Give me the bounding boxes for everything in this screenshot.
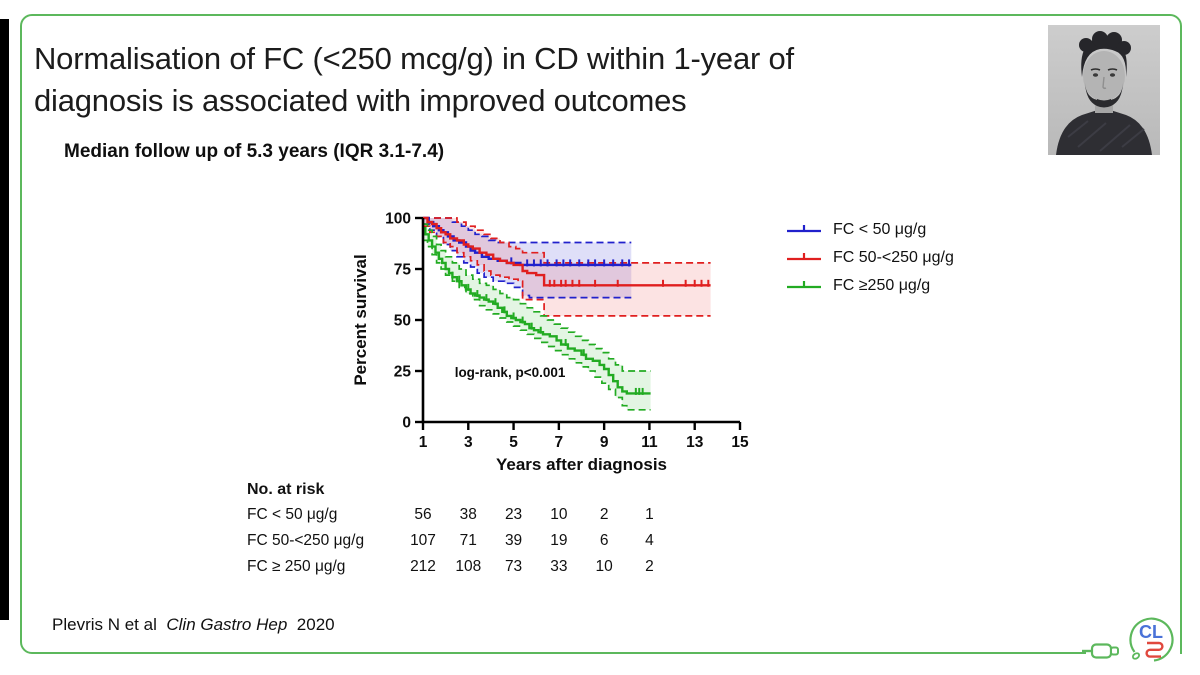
logo-text: CL <box>1139 622 1163 642</box>
risk-table-header: No. at risk <box>247 481 325 498</box>
slide-border <box>20 14 1182 654</box>
risk-value: 2 <box>599 506 609 523</box>
photo-face <box>1083 51 1125 101</box>
slide-subtitle: Median follow up of 5.3 years (IQR 3.1-7… <box>64 141 445 162</box>
left-edge-bar <box>0 19 9 620</box>
legend-item: FC < 50 μg/g <box>786 216 954 244</box>
y-tick-label: 75 <box>394 262 412 279</box>
x-tick-label: 13 <box>686 434 704 451</box>
ci-line <box>423 217 632 244</box>
risk-value: 10 <box>550 506 568 523</box>
risk-value: 38 <box>459 506 477 523</box>
risk-value: 71 <box>459 532 477 549</box>
page-title-line2: diagnosis is associated with improved ou… <box>34 83 687 118</box>
citation-journal: Clin Gastro Hep <box>166 615 288 634</box>
x-tick-label: 1 <box>419 434 428 451</box>
org-logo: CL <box>1129 617 1174 662</box>
ci-line <box>423 223 632 299</box>
page-title: Normalisation of FC (<250 mcg/g) in CD w… <box>34 38 794 122</box>
legend-symbol <box>787 281 821 289</box>
photo-beard <box>1085 83 1123 108</box>
chart-legend: FC < 50 μg/g FC 50-<250 μg/g FC ≥250 μg/g <box>786 216 954 300</box>
risk-value: 212 <box>410 558 436 575</box>
ci-band <box>423 218 632 298</box>
y-tick-label: 0 <box>402 415 411 432</box>
citation: Plevris N et al Clin Gastro Hep 2020 <box>52 615 335 635</box>
legend-item: FC 50-<250 μg/g <box>786 244 954 272</box>
x-tick-label: 9 <box>600 434 609 451</box>
risk-value: 4 <box>645 532 654 549</box>
risk-value: 23 <box>504 506 523 523</box>
presenter-photo <box>1048 25 1160 155</box>
y-tick-label: 100 <box>385 211 411 228</box>
risk-value: 33 <box>550 558 568 575</box>
risk-value: 19 <box>550 532 568 549</box>
ci-band <box>423 218 711 316</box>
ci-line <box>423 223 651 372</box>
legend-label: FC ≥250 μg/g <box>833 277 931 294</box>
logo-colon-icon <box>1145 641 1164 658</box>
legend-symbol <box>787 253 821 261</box>
page-title-line1: Normalisation of FC (<250 mcg/g) in CD w… <box>34 41 794 76</box>
legend-symbol <box>787 225 821 233</box>
legend-label: FC < 50 μg/g <box>833 221 927 238</box>
risk-value: 107 <box>410 532 436 549</box>
x-tick-label: 11 <box>641 434 658 451</box>
risk-row-label: FC 50-<250 μg/g <box>247 532 365 549</box>
risk-row-label: FC ≥ 250 μg/g <box>247 558 346 575</box>
citation-year: 2020 <box>296 615 335 634</box>
survival-curve <box>423 216 711 287</box>
risk-value: 73 <box>504 558 523 575</box>
legend-label: FC 50-<250 μg/g <box>833 249 954 266</box>
risk-value: 1 <box>645 506 654 523</box>
risk-value: 39 <box>504 532 523 549</box>
legend-item: FC ≥250 μg/g <box>786 272 954 300</box>
risk-value: 6 <box>599 532 609 549</box>
risk-row-label: FC < 50 μg/g <box>247 506 338 523</box>
log-rank-annotation: log-rank, p<0.001 <box>455 365 566 380</box>
logo-scope-tip-icon <box>1131 652 1141 660</box>
y-tick-label: 50 <box>394 313 411 330</box>
ci-line <box>423 217 711 264</box>
x-tick-label: 15 <box>731 434 749 451</box>
y-axis-label: Percent survival <box>351 254 370 385</box>
x-tick-label: 3 <box>464 434 473 451</box>
x-tick-label: 5 <box>509 434 518 451</box>
y-tick-label: 25 <box>394 364 412 381</box>
endoscope-plug-icon <box>1082 643 1119 659</box>
logo-circle <box>1129 617 1174 662</box>
ci-line <box>423 225 711 317</box>
x-axis-label: Years after diagnosis <box>496 455 667 474</box>
risk-value: 2 <box>645 558 654 575</box>
risk-value: 108 <box>455 558 482 575</box>
citation-authors: Plevris N et al <box>52 615 157 634</box>
km-chart: 0 25 50 75 100 1 3 5 7 9 11 13 15 Years after diagnos… <box>330 190 780 490</box>
risk-value: 56 <box>414 506 432 523</box>
risk-value: 10 <box>595 558 613 575</box>
ci-line <box>423 239 651 411</box>
ci-band <box>423 224 651 410</box>
x-tick-label: 7 <box>555 434 564 451</box>
